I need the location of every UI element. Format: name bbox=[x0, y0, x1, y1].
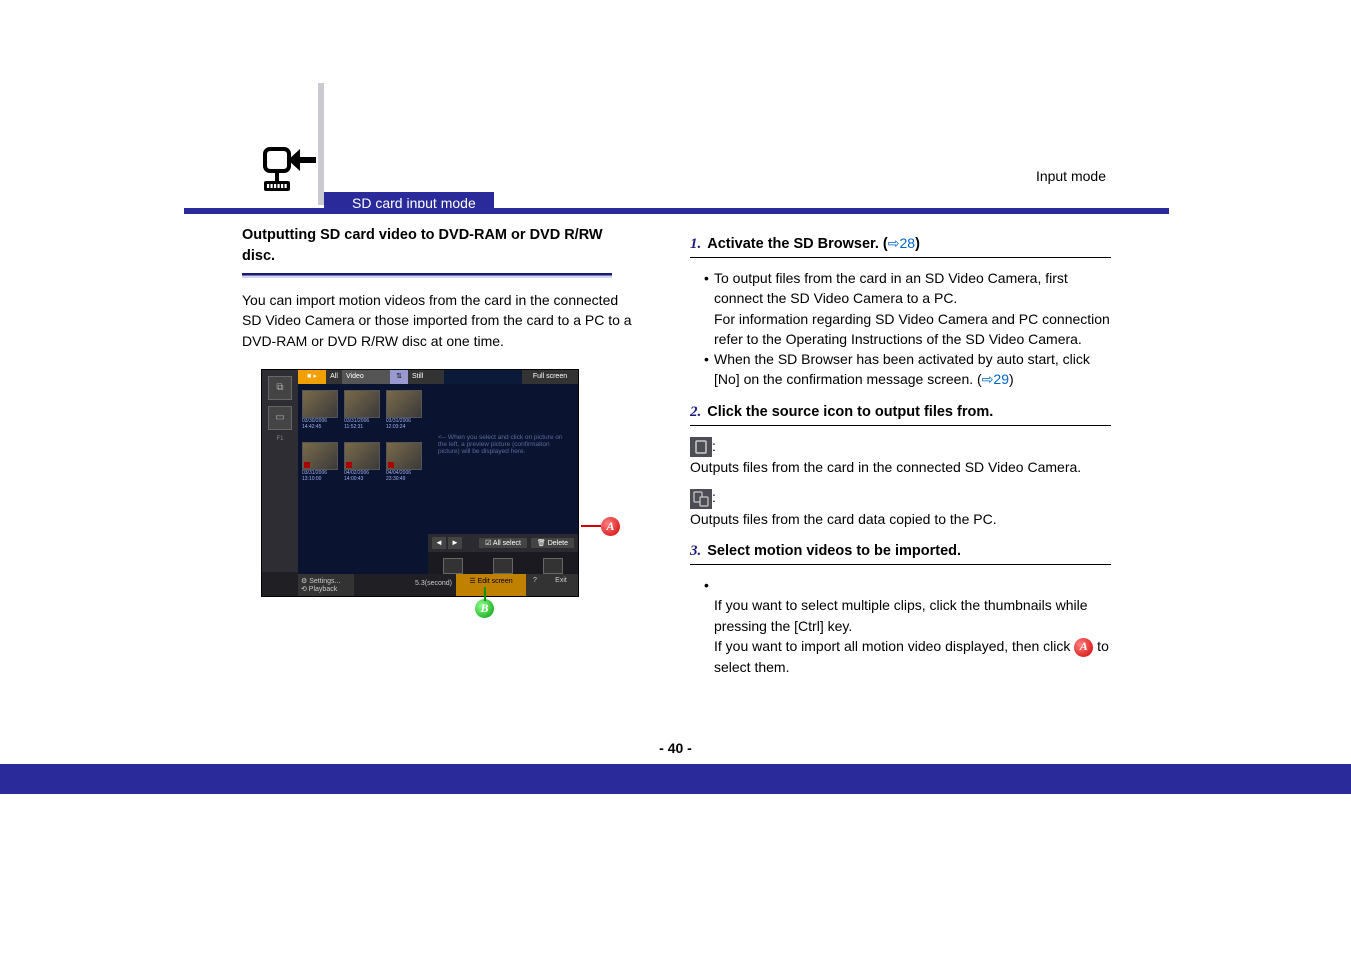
ss-topbar: ■ ▸ All Video ⇅ Still Full screen bbox=[298, 370, 578, 384]
ss-exit: Exit bbox=[544, 574, 578, 596]
ss-tab-still: Still bbox=[408, 370, 444, 384]
ss-side-f1: F1 bbox=[262, 436, 298, 442]
section-bar bbox=[184, 208, 1169, 214]
heading-underline bbox=[242, 273, 612, 278]
ss-prev: ◄ bbox=[432, 537, 446, 549]
callout-line-b bbox=[484, 587, 486, 601]
step-3-title: Select motion videos to be imported. bbox=[707, 543, 961, 559]
page-ref-29[interactable]: ⇨29 bbox=[982, 371, 1009, 387]
app-screenshot-wrap: ■ ▸ All Video ⇅ Still Full screen ⧉ ▭ F1 bbox=[261, 369, 615, 609]
footer-bar bbox=[0, 764, 1351, 794]
ss-midbar: ◄ ► ☑ All select 🗑 Delete bbox=[428, 534, 578, 552]
ss-tab-video: Video bbox=[342, 370, 390, 384]
step-2-title: Click the source icon to output files fr… bbox=[707, 404, 993, 420]
ss-settings: ⚙ Settings... bbox=[301, 577, 351, 585]
ss-tab-mode: ■ ▸ bbox=[298, 370, 326, 384]
sd-import-logo bbox=[262, 145, 320, 195]
step-1-rule bbox=[690, 257, 1111, 258]
step-1-bullets: •To output files from the card in an SD … bbox=[690, 268, 1111, 390]
step-2-heading: 2. Click the source icon to output files… bbox=[690, 404, 1111, 421]
sd-card-icon bbox=[690, 437, 712, 457]
ss-thumb-area: 03/30/2006 14:42:45 03/31/2006 11:52:31 … bbox=[298, 384, 428, 494]
ss-fullscreen: Full screen bbox=[522, 370, 578, 384]
callout-badge-a: A bbox=[601, 517, 620, 536]
ss-all-select: ☑ All select bbox=[479, 538, 527, 548]
ss-side-icon-1: ⧉ bbox=[268, 376, 292, 400]
step-2-desc-2: Outputs files from the card data copied … bbox=[690, 511, 997, 527]
ss-tab-all: All bbox=[326, 370, 342, 384]
step-3-rule bbox=[690, 564, 1111, 565]
ss-left-sidebar: ⧉ ▭ F1 bbox=[262, 370, 298, 572]
step-num-1: 1. bbox=[690, 236, 701, 253]
page-ref-28[interactable]: ⇨28 bbox=[888, 235, 915, 251]
step-2-desc-1: Outputs files from the card in the conne… bbox=[690, 459, 1081, 475]
step-num-2: 2. bbox=[690, 404, 701, 421]
ss-playback: ⟲ Playback bbox=[301, 585, 351, 593]
ss-bottombar: ⚙ Settings... ⟲ Playback 5.3(second) ☰ E… bbox=[262, 574, 578, 596]
ss-side-icon-2: ▭ bbox=[268, 406, 292, 430]
step-2-block-2: : Outputs files from the card data copie… bbox=[690, 487, 1111, 529]
category-label: Input mode bbox=[1036, 168, 1106, 184]
ss-delete: 🗑 Delete bbox=[531, 538, 574, 548]
callout-line-a bbox=[581, 525, 601, 527]
intro-paragraph: You can import motion videos from the ca… bbox=[242, 290, 634, 351]
sd-copy-icon bbox=[690, 489, 712, 509]
step-2-rule bbox=[690, 425, 1111, 426]
main-content: Outputting SD card video to DVD-RAM or D… bbox=[242, 225, 1111, 677]
step-3-bullets: • If you want to select multiple clips, … bbox=[690, 575, 1111, 677]
ss-edit-screen: ☰ Edit screen bbox=[456, 574, 526, 596]
ss-help: ? bbox=[526, 574, 544, 596]
step-1-title: Activate the SD Browser. ( bbox=[707, 236, 888, 252]
step-1-heading: 1. Activate the SD Browser. (⇨28) bbox=[690, 235, 1111, 253]
step-num-3: 3. bbox=[690, 543, 701, 560]
page-number: - 40 - bbox=[0, 740, 1351, 756]
inline-badge-a: A bbox=[1074, 638, 1093, 657]
step-2-block-1: : Outputs files from the card in the con… bbox=[690, 436, 1111, 478]
step-3-heading: 3. Select motion videos to be imported. bbox=[690, 543, 1111, 560]
callout-badge-b: B bbox=[475, 599, 494, 618]
ss-tab-sort: ⇅ bbox=[390, 370, 408, 384]
app-screenshot: ■ ▸ All Video ⇅ Still Full screen ⧉ ▭ F1 bbox=[261, 369, 579, 597]
ss-preview-hint: <-- When you select and click on picture… bbox=[428, 384, 578, 534]
left-heading: Outputting SD card video to DVD-RAM or D… bbox=[242, 225, 634, 267]
ss-next: ► bbox=[448, 537, 462, 549]
